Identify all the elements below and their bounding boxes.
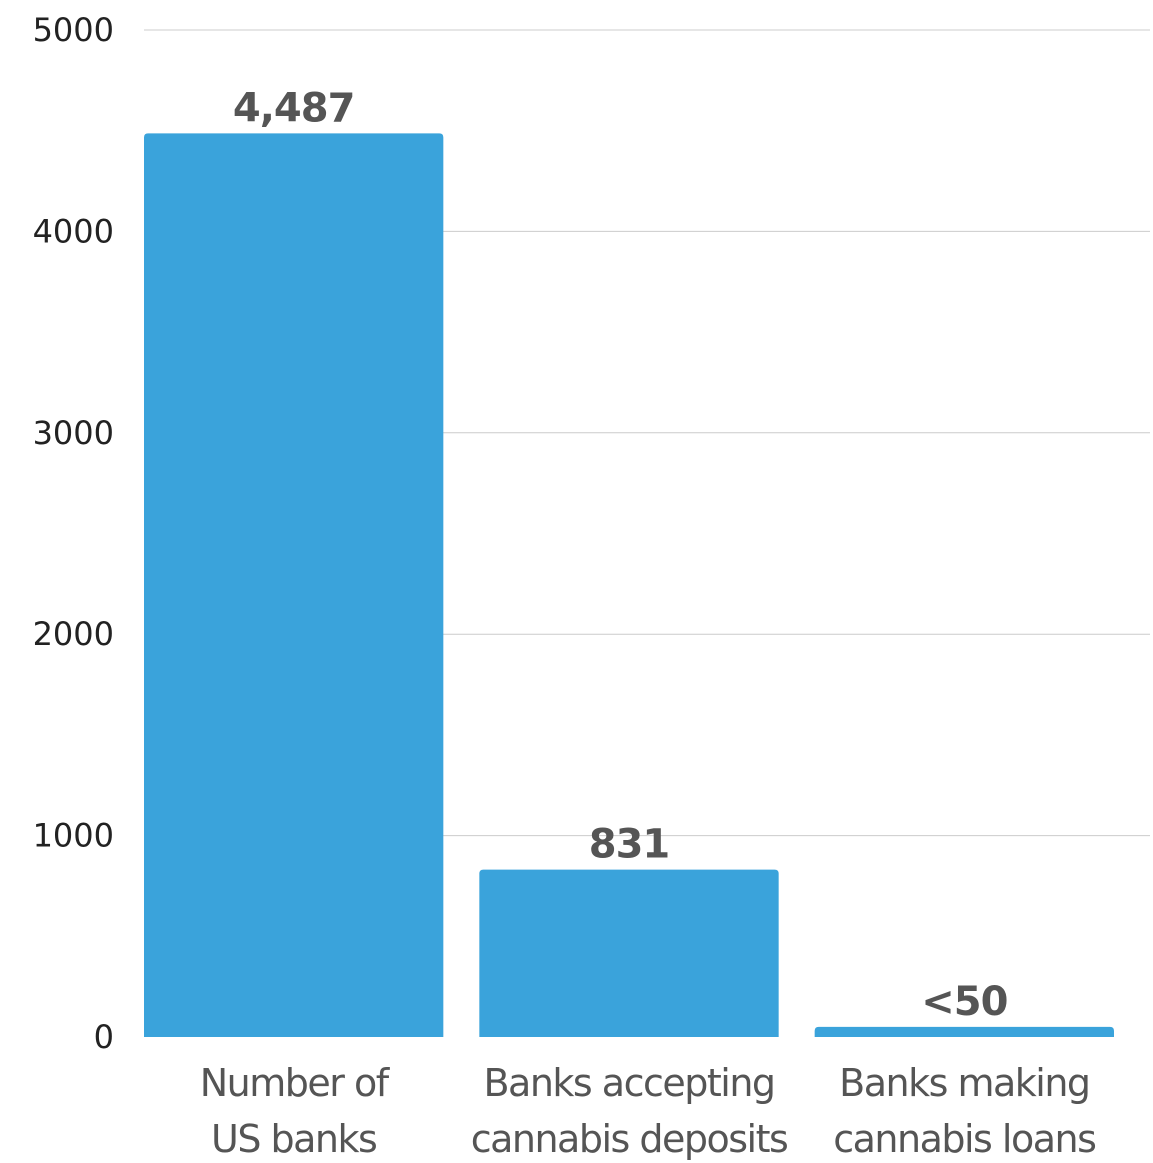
bar-value-label: <50: [921, 979, 1007, 1025]
x-category-label: Number of: [200, 1061, 391, 1105]
y-tick-label: 2000: [33, 615, 114, 653]
bar-value-label: 4,487: [233, 85, 355, 131]
bar-value-label: 831: [589, 822, 670, 868]
x-category-label: cannabis deposits: [471, 1117, 788, 1161]
bar: [814, 1026, 1114, 1037]
y-axis-ticks: 0 1000 2000 3000 4000 5000: [33, 11, 114, 1056]
y-tick-label: 1000: [33, 817, 114, 855]
y-tick-label: 0: [94, 1018, 114, 1056]
x-category-label: Banks making: [839, 1061, 1089, 1105]
x-category-label: Banks accepting: [483, 1061, 774, 1105]
x-axis-labels: Number of US banks Banks accepting cannabis…: [200, 1061, 1097, 1161]
y-tick-label: 5000: [33, 11, 114, 49]
bar: [479, 869, 779, 1037]
x-category-label: US banks: [211, 1117, 376, 1161]
data-labels: 4,487 831 <50: [233, 85, 1009, 1025]
x-category-label: cannabis loans: [833, 1117, 1095, 1161]
bar: [144, 133, 444, 1037]
y-tick-label: 3000: [33, 414, 114, 452]
bars: [144, 133, 1114, 1037]
y-tick-label: 4000: [33, 212, 114, 250]
